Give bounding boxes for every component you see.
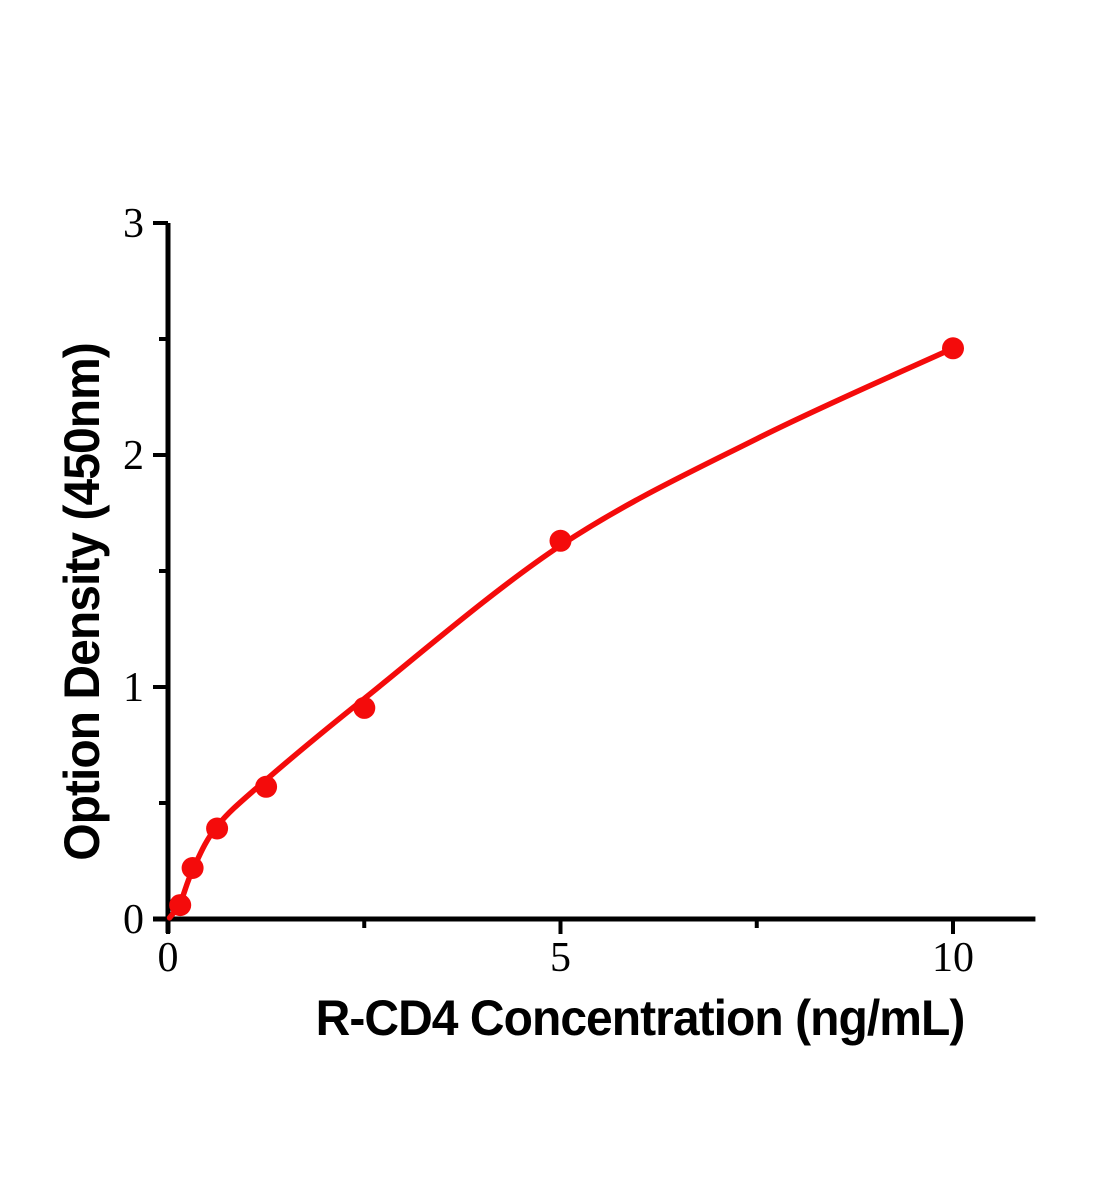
data-point (206, 817, 229, 840)
data-point (353, 696, 376, 719)
data-point (181, 857, 204, 879)
data-point (942, 337, 964, 360)
x-axis-tick-label: 10 (932, 935, 974, 981)
y-axis-tick-label: 2 (123, 433, 144, 479)
x-axis-tick-label: 0 (158, 935, 179, 981)
y-axis-title: Option Density (450nm) (54, 343, 110, 861)
y-axis-tick-label: 0 (123, 897, 144, 943)
data-point (169, 894, 192, 917)
y-axis-tick-label: 3 (123, 201, 144, 247)
x-axis-title: R-CD4 Concentration (ng/mL) (315, 990, 966, 1046)
data-point (549, 529, 572, 552)
data-point (255, 775, 278, 798)
fit-curve (166, 345, 956, 921)
x-axis-tick-label: 5 (550, 935, 571, 981)
y-axis-tick-label: 1 (123, 665, 144, 711)
